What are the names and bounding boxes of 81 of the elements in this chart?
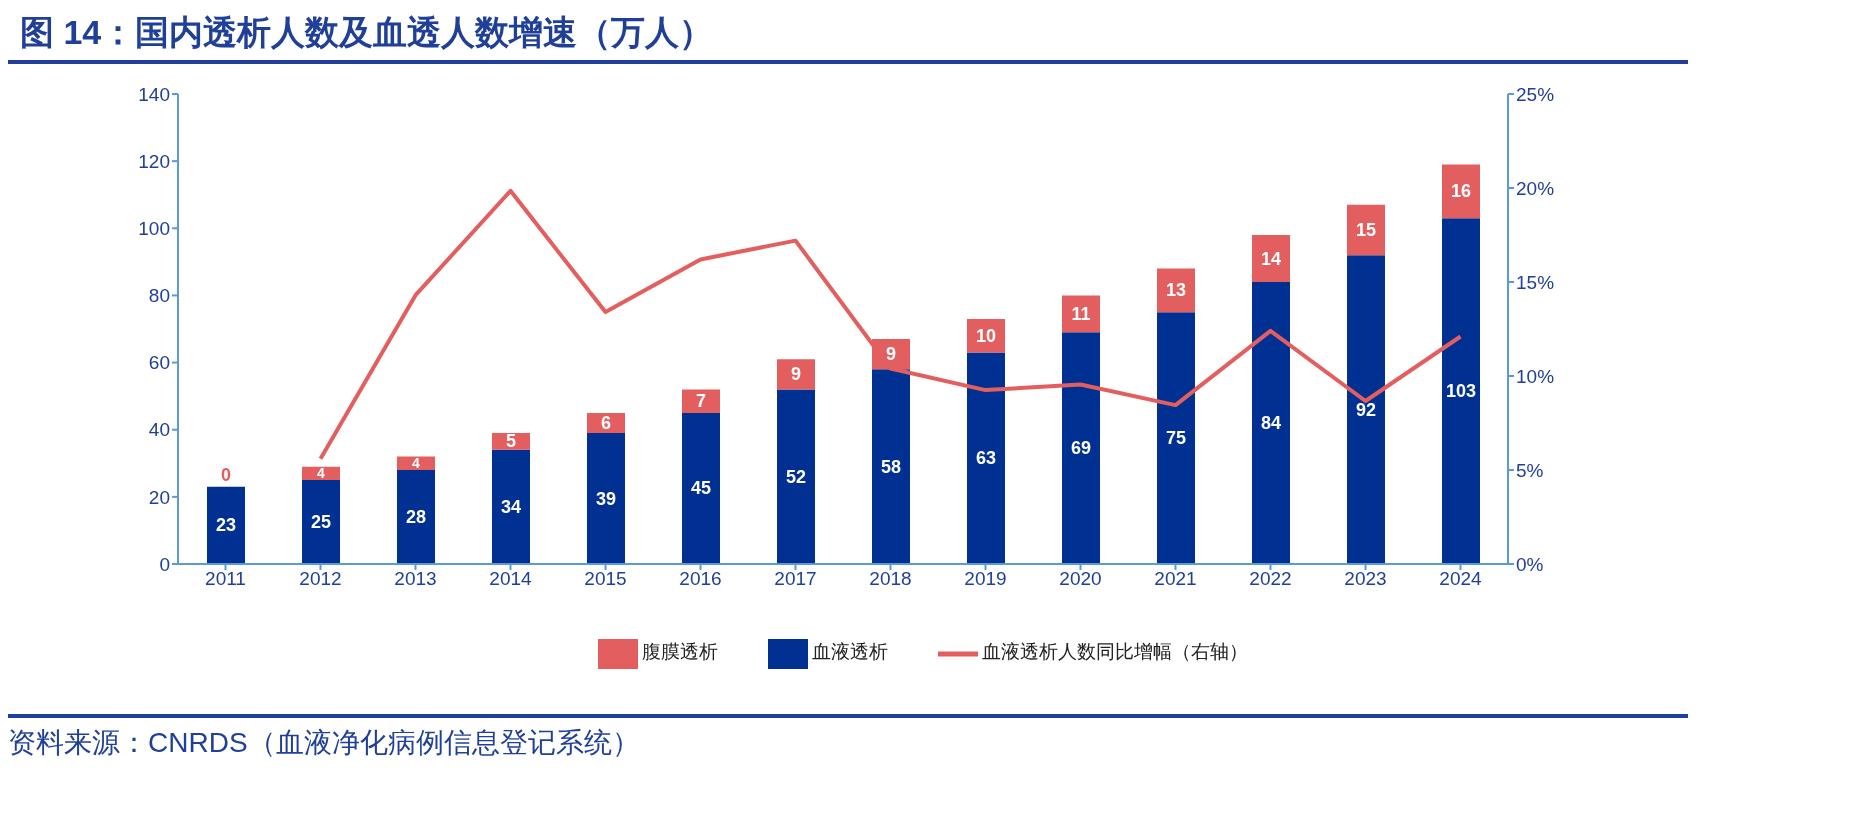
x-tick-label: 2023 — [1344, 568, 1387, 590]
bar — [302, 480, 340, 564]
y2-tick-label: 10% — [1516, 365, 1555, 387]
x-tick-label: 2021 — [1154, 568, 1197, 590]
bar — [397, 470, 435, 564]
data-label: 15 — [1355, 219, 1377, 240]
data-label: 58 — [880, 456, 902, 477]
bar — [587, 433, 625, 564]
bar — [492, 449, 530, 564]
bar — [1347, 204, 1385, 256]
bar — [682, 412, 720, 564]
data-label: 9 — [790, 364, 802, 385]
y2-tick-label: 5% — [1516, 459, 1544, 481]
data-label: 84 — [1260, 413, 1282, 433]
bar — [207, 486, 245, 564]
bar — [872, 369, 910, 564]
data-label: 92 — [1355, 399, 1377, 420]
x-tick-label: 2019 — [964, 568, 1007, 590]
data-label: 0 — [220, 464, 232, 485]
x-tick-label: 2012 — [299, 568, 342, 590]
data-label: 69 — [1070, 438, 1092, 459]
data-label: 28 — [405, 507, 427, 527]
bar — [777, 389, 815, 564]
y-tick-label: 100 — [138, 218, 170, 240]
x-tick-label: 2013 — [394, 568, 437, 590]
y-tick-label: 140 — [138, 83, 170, 105]
data-label: 4 — [317, 465, 326, 482]
bar — [1442, 164, 1480, 219]
y2-tick-label: 20% — [1516, 177, 1555, 199]
bar — [1157, 312, 1195, 564]
legend-label: 血液透析 — [812, 641, 888, 663]
y-tick-label: 120 — [138, 150, 170, 172]
bar — [1347, 255, 1385, 564]
bar — [967, 352, 1005, 564]
data-label: 4 — [412, 455, 421, 472]
y2-tick-label: 25% — [1516, 83, 1555, 105]
data-label: 63 — [975, 448, 997, 469]
chart-title: 图 14：国内透析人数及血透人数增速（万人） — [8, 8, 1688, 64]
bar — [777, 359, 815, 390]
y-tick-label: 80 — [148, 285, 170, 307]
text: 资料来源：CNRDS（血液净化病例信息登记系统） — [8, 726, 641, 760]
data-label: 52 — [785, 466, 807, 487]
y2-tick-label: 15% — [1516, 271, 1555, 293]
x-tick-label: 2016 — [679, 568, 722, 590]
bar — [1442, 218, 1480, 564]
y-tick-label: 40 — [148, 419, 170, 441]
x-tick-label: 2015 — [584, 568, 627, 590]
y-tick-label: 20 — [148, 486, 170, 508]
x-tick-label: 2024 — [1439, 568, 1483, 590]
bar — [1062, 332, 1100, 564]
data-label: 103 — [1445, 381, 1477, 402]
data-label: 10 — [975, 325, 997, 346]
bar — [682, 389, 720, 413]
data-label: 13 — [1165, 280, 1187, 301]
x-tick-label: 2018 — [869, 568, 912, 590]
data-label: 11 — [1071, 303, 1091, 324]
data-label: 34 — [500, 496, 522, 517]
x-tick-label: 2022 — [1249, 568, 1292, 590]
y-tick-label: 60 — [148, 352, 170, 374]
data-label: 14 — [1260, 248, 1282, 269]
data-label: 75 — [1165, 428, 1187, 449]
bar — [1252, 235, 1290, 282]
y2-tick-label: 0% — [1516, 553, 1544, 575]
data-label: 7 — [695, 391, 707, 412]
x-tick-label: 2020 — [1059, 568, 1102, 590]
bar — [1252, 282, 1290, 564]
legend-label: 血液透析人数同比增幅（右轴） — [982, 641, 1248, 663]
data-label: 6 — [600, 413, 612, 433]
data-label: 5 — [505, 431, 517, 452]
x-tick-label: 2014 — [489, 568, 533, 590]
x-tick-label: 2011 — [205, 568, 246, 590]
data-label: 23 — [215, 515, 237, 536]
data-label: 9 — [885, 344, 897, 365]
data-label: 25 — [310, 512, 332, 533]
y-tick-label: 0 — [159, 553, 170, 575]
legend-label: 腹膜透析 — [642, 641, 718, 663]
bar — [1062, 295, 1100, 333]
x-tick-label: 2017 — [774, 568, 817, 590]
data-label: 16 — [1450, 181, 1472, 202]
data-label: 45 — [690, 478, 712, 499]
data-label: 39 — [595, 488, 617, 509]
